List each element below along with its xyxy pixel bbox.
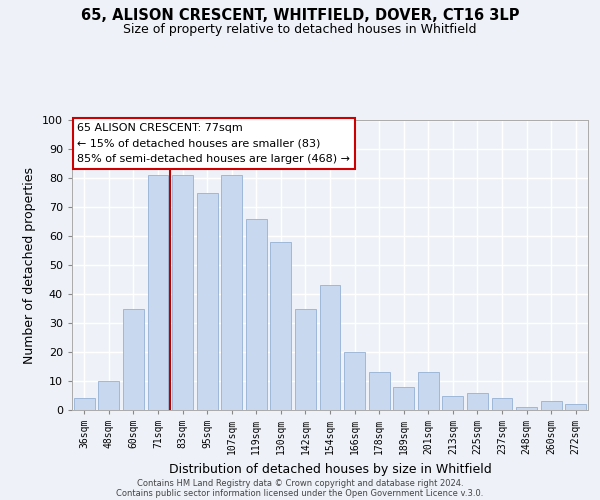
Bar bbox=[344, 352, 365, 410]
Text: 65 ALISON CRESCENT: 77sqm
← 15% of detached houses are smaller (83)
85% of semi-: 65 ALISON CRESCENT: 77sqm ← 15% of detac… bbox=[77, 123, 350, 164]
Bar bbox=[491, 398, 512, 410]
Bar bbox=[74, 398, 95, 410]
Text: Contains HM Land Registry data © Crown copyright and database right 2024.: Contains HM Land Registry data © Crown c… bbox=[137, 478, 463, 488]
Bar bbox=[123, 308, 144, 410]
Bar bbox=[148, 175, 169, 410]
Text: 65, ALISON CRESCENT, WHITFIELD, DOVER, CT16 3LP: 65, ALISON CRESCENT, WHITFIELD, DOVER, C… bbox=[81, 8, 519, 22]
Bar bbox=[197, 192, 218, 410]
Bar bbox=[172, 175, 193, 410]
Text: Contains public sector information licensed under the Open Government Licence v.: Contains public sector information licen… bbox=[116, 488, 484, 498]
Text: Size of property relative to detached houses in Whitfield: Size of property relative to detached ho… bbox=[123, 22, 477, 36]
Bar bbox=[467, 392, 488, 410]
Bar bbox=[98, 381, 119, 410]
Bar bbox=[271, 242, 292, 410]
Bar bbox=[320, 286, 340, 410]
Bar bbox=[516, 407, 537, 410]
Y-axis label: Number of detached properties: Number of detached properties bbox=[23, 166, 37, 364]
Bar bbox=[295, 308, 316, 410]
Bar bbox=[393, 387, 414, 410]
Bar bbox=[221, 175, 242, 410]
Bar bbox=[368, 372, 389, 410]
X-axis label: Distribution of detached houses by size in Whitfield: Distribution of detached houses by size … bbox=[169, 462, 491, 475]
Bar bbox=[246, 218, 267, 410]
Bar bbox=[565, 404, 586, 410]
Bar bbox=[541, 402, 562, 410]
Bar bbox=[418, 372, 439, 410]
Bar bbox=[442, 396, 463, 410]
